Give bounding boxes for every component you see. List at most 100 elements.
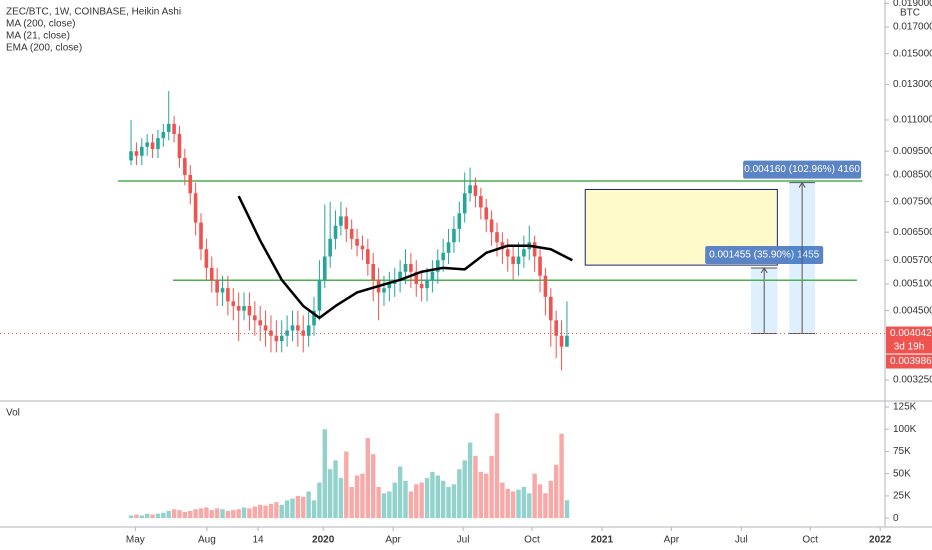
volume-bar (338, 478, 344, 519)
x-tick-label: 2020 (312, 535, 335, 546)
volume-bar (387, 491, 392, 519)
y-tick-label: 0.006500 (893, 227, 932, 238)
y-tick-label: 0.004500 (893, 305, 932, 316)
volume-bar (182, 511, 188, 519)
candle-body (344, 216, 349, 229)
volume-bar (543, 493, 548, 519)
volume-bar (457, 469, 462, 519)
candle-body (371, 263, 376, 280)
x-tick-label: 2021 (591, 535, 614, 546)
candle-body (220, 288, 225, 293)
volume-bar (403, 480, 408, 519)
candle-body (236, 305, 241, 311)
volume-bar (381, 493, 387, 519)
candle-body (333, 225, 338, 239)
volume-bar (462, 460, 467, 519)
volume-bar (376, 487, 381, 519)
candle-body (522, 249, 526, 257)
volume-bar (333, 460, 338, 519)
candle-body (414, 271, 419, 284)
candle-body (511, 256, 515, 264)
volume-bar (257, 504, 263, 519)
volume-bar (473, 455, 478, 519)
volume-bar (171, 509, 177, 519)
candle-body (279, 335, 284, 342)
y-tick-label: 0.019000 (893, 0, 932, 9)
volume-bar (365, 438, 371, 519)
candle-body (317, 279, 322, 311)
volume-bar (236, 509, 241, 519)
volume-bar (155, 513, 161, 519)
volume-bar (516, 489, 521, 519)
volume-bar (128, 515, 134, 519)
volume-bar (144, 513, 150, 519)
volume-bar (349, 487, 354, 519)
candle-body (242, 305, 246, 311)
x-tick-label: Oct (802, 535, 818, 546)
candle-body (215, 279, 219, 293)
candle-body (231, 301, 236, 306)
candle-body (441, 252, 445, 261)
volume-bar (166, 511, 171, 519)
volume-bar (220, 509, 225, 519)
candle-body (156, 138, 160, 149)
volume-bar (188, 511, 193, 519)
candle-body (382, 288, 386, 293)
volume-bar (392, 482, 397, 519)
indicator-label: EMA (200, close) (6, 43, 82, 54)
volume-bar (500, 482, 505, 519)
candle-body (349, 228, 354, 239)
real-price-box (886, 354, 932, 369)
candle-body (296, 325, 300, 331)
y-tick-label: 0.007500 (893, 196, 932, 207)
volume-bar (231, 510, 236, 519)
volume-bar (284, 500, 290, 519)
candle-body (409, 263, 413, 272)
volume-bar (505, 488, 510, 519)
volume-bar (521, 487, 527, 519)
volume-bar (247, 508, 252, 519)
candle-body (419, 283, 424, 289)
volume-bar (371, 454, 376, 519)
chart-title: ZEC/BTC, 1W, COINBASE, Heikin Ashi (6, 7, 181, 18)
measure-label: 0.004160 (102.96%) 4160 (744, 164, 860, 175)
volume-bar (527, 493, 532, 519)
volume-bar (311, 500, 317, 519)
volume-bar (424, 478, 430, 519)
x-tick-label: Apr (385, 535, 401, 546)
volume-bar (317, 482, 322, 519)
candle-body (274, 335, 279, 342)
candle-body (366, 249, 370, 264)
volume-bar (161, 512, 166, 519)
x-tick-label: Jul (457, 535, 470, 546)
candle-body (226, 288, 230, 302)
candle-body (446, 242, 451, 253)
volume-bar (241, 507, 247, 519)
x-tick-label: Apr (664, 535, 680, 546)
volume-bar (553, 464, 559, 519)
candle-body (543, 275, 548, 297)
volume-bar (327, 469, 333, 519)
volume-bar (204, 507, 209, 519)
volume-bar (274, 502, 279, 519)
y-tick-label: 0.011000 (893, 115, 932, 126)
countdown-box (886, 340, 932, 354)
last-price-label: 0.004042 (890, 328, 932, 339)
volume-bar (344, 451, 349, 519)
volume-bar (252, 506, 258, 519)
candle-body (263, 325, 268, 331)
candle-body (140, 146, 144, 156)
candle-body (516, 256, 521, 264)
volume-bar (268, 503, 274, 519)
candle-body (500, 242, 505, 250)
y-tick-label: 0.008500 (893, 170, 932, 181)
candle-body (209, 267, 214, 280)
volume-bar (193, 509, 198, 519)
volume-bar (440, 480, 446, 519)
unit-label: BTC (900, 8, 920, 19)
candle-body (328, 238, 332, 257)
volume-bar (198, 508, 204, 519)
candle-body (285, 330, 289, 336)
candle-body (484, 207, 489, 220)
candle-body (290, 325, 295, 331)
